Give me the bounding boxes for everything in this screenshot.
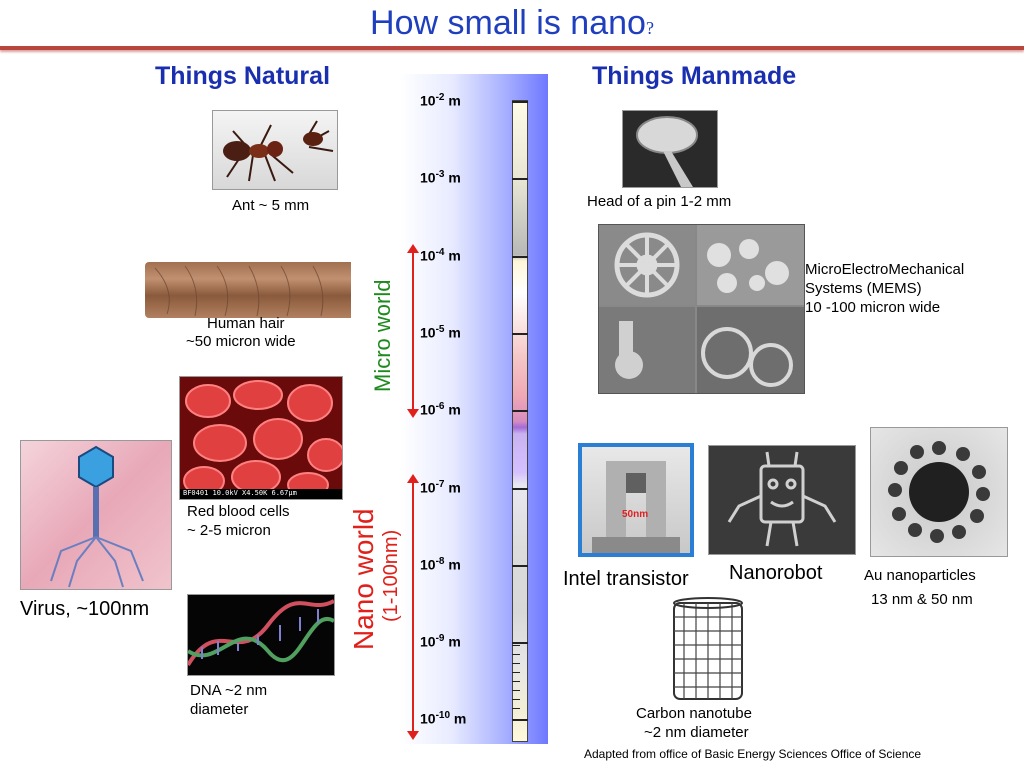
- dna-caption-1: DNA ~2 nm: [190, 682, 268, 699]
- mems-caption-1: MicroElectroMechanical: [805, 261, 965, 278]
- scale-tick: [512, 488, 528, 490]
- scale-tick: [512, 719, 528, 721]
- title-text: How small is nano: [370, 4, 646, 42]
- scale-label: 10-7 m: [420, 479, 461, 496]
- nanotube-caption-1: Carbon nanotube: [636, 705, 752, 722]
- nanotube-caption-2: ~2 nm diameter: [644, 724, 749, 741]
- scale-tick: [512, 333, 528, 335]
- rbc-caption-1: Red blood cells: [187, 503, 290, 520]
- scale-label: 10-9 m: [420, 633, 461, 650]
- scale-minor-tick: [512, 699, 520, 700]
- scale-label: 10-4 m: [420, 247, 461, 264]
- scale-minor-tick: [512, 663, 520, 664]
- scale-minor-tick: [512, 645, 520, 646]
- nano-world-arrow: [407, 474, 419, 740]
- scale-minor-tick: [512, 681, 520, 682]
- au-caption-2: 13 nm & 50 nm: [871, 591, 973, 608]
- ant-image: [212, 110, 338, 190]
- dna-image: [187, 594, 335, 676]
- scale-label: 10-10 m: [420, 710, 467, 727]
- scale-tick: [512, 256, 528, 258]
- mems-caption-3: 10 -100 micron wide: [805, 299, 941, 316]
- hair-caption-2: ~50 micron wide: [186, 333, 296, 350]
- page-title: How small is nano?: [0, 4, 1024, 43]
- source-credit: Adapted from office of Basic Energy Scie…: [584, 747, 922, 761]
- nano-world-range: (1-100nm): [380, 529, 402, 622]
- title-divider: [0, 46, 1024, 50]
- au-nanoparticles-image: [870, 427, 1008, 557]
- hair-caption-1: Human hair: [207, 315, 285, 328]
- human-hair-image: [145, 262, 351, 318]
- scale-tick: [512, 565, 528, 567]
- nanorobot-caption: Nanorobot: [729, 562, 823, 584]
- virus-image: [20, 440, 172, 590]
- scale-label: 10-2 m: [420, 92, 461, 109]
- mems-image: [598, 224, 805, 394]
- nanorobot-image: [708, 445, 856, 555]
- carbon-nanotube-image: [670, 597, 746, 701]
- rbc-caption-2: ~ 2-5 micron: [187, 522, 271, 539]
- title-question-mark: ?: [645, 18, 654, 38]
- intel-transistor-caption: Intel transistor: [563, 568, 689, 590]
- au-caption-1: Au nanoparticles: [864, 567, 976, 584]
- scale-minor-tick: [512, 654, 520, 655]
- virus-caption: Virus, ~100nm: [20, 598, 150, 620]
- red-blood-cells-image: BF0401 10.0kV X4.50K 6.67µm: [179, 376, 343, 500]
- scale-label: 10-5 m: [420, 324, 461, 341]
- ant-caption: Ant ~ 5 mm: [232, 197, 310, 214]
- transistor-scale-tag: 50nm: [622, 509, 649, 520]
- scale-tick: [512, 178, 528, 180]
- scale-label: 10-8 m: [420, 556, 461, 573]
- intel-transistor-image: 50nm: [578, 443, 694, 557]
- rbc-sem-caption: BF0401 10.0kV X4.50K 6.67µm: [183, 489, 297, 497]
- scale-minor-tick: [512, 672, 520, 673]
- scale-label: 10-3 m: [420, 169, 461, 186]
- scale-tick: [512, 101, 528, 103]
- scale-minor-tick: [512, 690, 520, 691]
- scale-label: 10-6 m: [420, 401, 461, 418]
- scale-bar: [512, 100, 528, 742]
- scale-minor-tick: [512, 708, 520, 709]
- dna-caption-2: diameter: [190, 701, 249, 718]
- micro-world-label: Micro world: [370, 279, 395, 392]
- scale-tick: [512, 642, 528, 644]
- mems-caption-2: Systems (MEMS): [805, 280, 922, 297]
- pin-head-image: [622, 110, 718, 188]
- heading-things-manmade: Things Manmade: [592, 62, 797, 90]
- scale-tick: [512, 410, 528, 412]
- nano-world-label: Nano world: [348, 508, 379, 650]
- micro-world-arrow: [407, 244, 419, 418]
- pin-caption: Head of a pin 1-2 mm: [587, 193, 732, 210]
- heading-things-natural: Things Natural: [155, 62, 331, 90]
